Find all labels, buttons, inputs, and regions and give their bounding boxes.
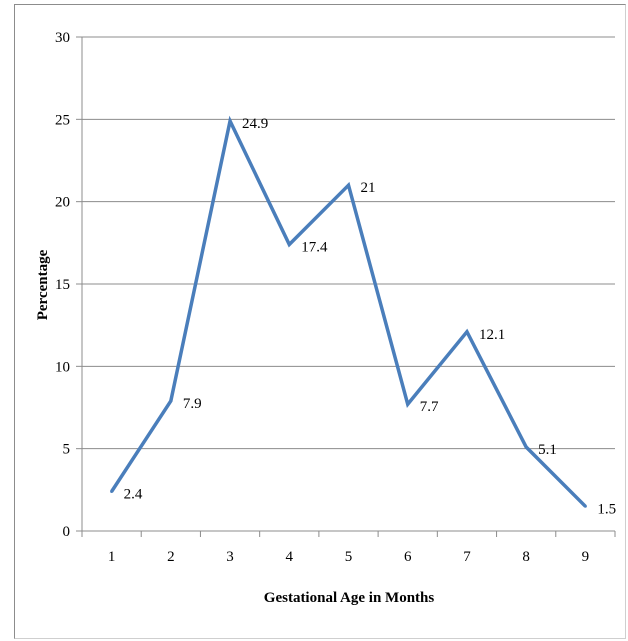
data-point [524, 445, 528, 449]
x-tick-label: 3 [226, 549, 234, 565]
y-tick-label: 20 [55, 195, 70, 211]
x-tick-label: 5 [345, 549, 353, 565]
y-tick-label: 25 [55, 112, 70, 128]
data-point [287, 242, 291, 246]
data-label: 7.7 [420, 399, 439, 415]
data-label: 17.4 [301, 239, 328, 255]
grid-lines [82, 36, 615, 450]
y-tick-label: 15 [55, 277, 70, 293]
y-tick-label: 0 [63, 524, 71, 540]
data-label: 2.4 [124, 486, 143, 502]
x-tick-label: 4 [286, 549, 294, 565]
data-label: 12.1 [479, 327, 505, 343]
data-point [583, 504, 587, 508]
data-point [347, 183, 350, 187]
y-tick-label: 5 [63, 442, 71, 458]
data-point [110, 489, 114, 493]
y-tick-label: 10 [55, 359, 70, 375]
data-label: 1.5 [597, 501, 616, 517]
x-tick-label: 7 [463, 549, 471, 565]
data-labels: 2.4 7.9 24.9 17.4 21 7.7 12.1 5.1 1.5 [124, 116, 617, 517]
data-point [169, 399, 173, 403]
y-axis-title: Percentage [35, 249, 51, 320]
x-tick-label: 6 [404, 549, 412, 565]
y-axis-tick-labels: 0 5 10 15 20 25 30 [55, 30, 70, 540]
x-tick-label: 9 [582, 549, 590, 565]
x-tick-label: 2 [167, 549, 175, 565]
axes [76, 36, 616, 537]
data-label: 24.9 [242, 116, 268, 132]
data-point [465, 330, 469, 334]
x-axis-title: Gestational Age in Months [264, 590, 435, 606]
data-point [406, 402, 410, 406]
data-series [110, 115, 587, 508]
data-label: 21 [361, 180, 376, 196]
x-axis-tick-labels: 1 2 3 4 5 6 7 8 9 [108, 549, 589, 565]
data-label: 5.1 [538, 442, 557, 458]
y-tick-label: 30 [55, 30, 70, 46]
data-label: 7.9 [183, 396, 202, 412]
x-tick-label: 8 [522, 549, 530, 565]
chart-frame [14, 4, 626, 639]
x-tick-label: 1 [108, 549, 116, 565]
data-point [228, 119, 232, 123]
